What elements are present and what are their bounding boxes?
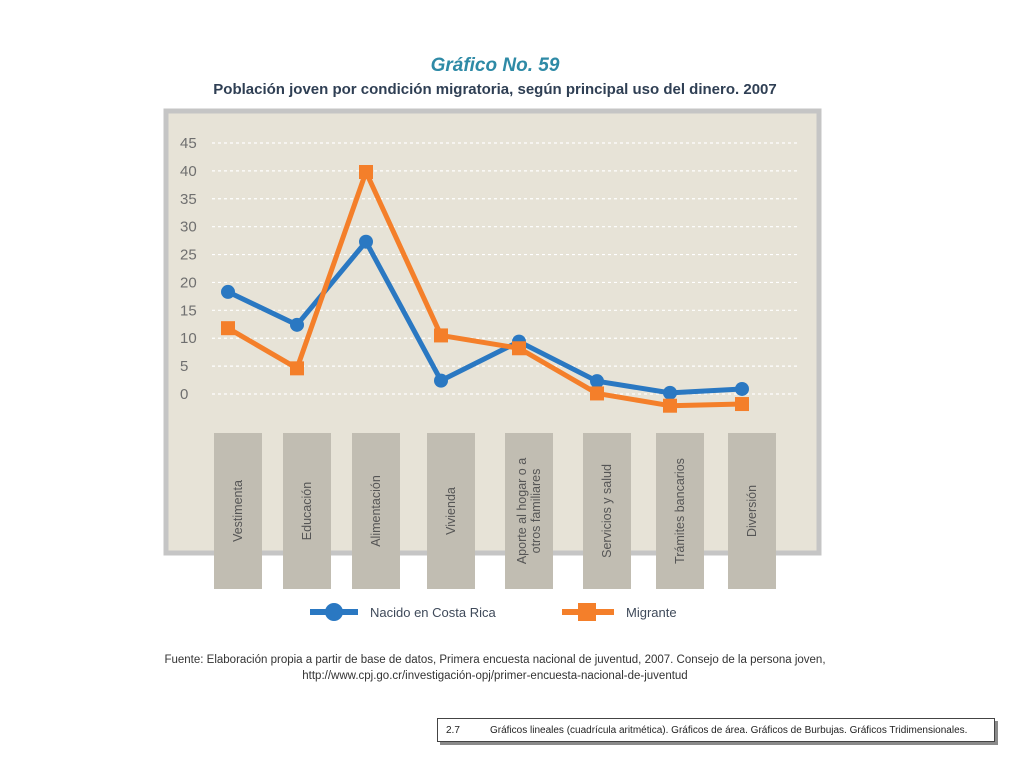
legend-label-nacido: Nacido en Costa Rica — [370, 604, 496, 620]
y-tick-label: 5 — [180, 358, 188, 375]
category-box — [352, 433, 400, 589]
y-tick-label: 25 — [180, 247, 197, 264]
category-box — [505, 433, 553, 589]
data-point — [434, 373, 448, 388]
chart-title: Población joven por condición migratoria… — [213, 81, 777, 98]
category-label: Aporte al hogar o aotros familiares — [515, 458, 543, 564]
data-point — [359, 234, 373, 249]
y-tick-label: 35 — [180, 191, 197, 208]
footer-section-number: 2.7 — [446, 724, 460, 736]
category-label: Diversión — [745, 485, 759, 537]
legend-label-migrante: Migrante — [626, 604, 677, 620]
data-point — [735, 397, 749, 412]
chart-number: Gráfico No. 59 — [430, 55, 560, 76]
category-box — [214, 433, 262, 589]
series-line — [225, 239, 745, 396]
category-label: Servicios y salud — [600, 464, 614, 558]
data-point — [735, 381, 749, 396]
y-tick-label: 15 — [180, 302, 197, 319]
y-tick-label: 30 — [180, 219, 197, 236]
data-point — [590, 374, 604, 389]
legend-item-migrante: Migrante — [560, 598, 677, 626]
footer-text: Gráficos lineales (cuadrícula aritmética… — [490, 724, 968, 736]
category-box — [427, 433, 475, 589]
plot-area — [163, 108, 822, 556]
legend-marker-square — [562, 603, 614, 621]
chart-legend: Nacido en Costa Rica Migrante — [0, 598, 1024, 626]
chart-header: Gráfico No. 59 Población joven por condi… — [0, 54, 990, 100]
y-tick-label: 40 — [180, 163, 197, 180]
y-tick-label: 0 — [180, 386, 188, 403]
y-tick-label: 10 — [180, 330, 197, 347]
data-point — [290, 317, 304, 332]
legend-item-nacido: Nacido en Costa Rica — [308, 598, 496, 626]
data-point — [663, 398, 677, 413]
source-note: Fuente: Elaboración propia a partir de b… — [164, 654, 826, 682]
line-chart: 0 5 10 15 20 25 30 35 40 45 Vestimenta Educación Ali… — [163, 108, 822, 589]
data-point — [221, 321, 235, 336]
legend-marker-circle — [310, 603, 358, 621]
footer-caption: 2.7 Gráficos lineales (cuadrícula aritmé… — [437, 718, 995, 742]
data-point — [290, 361, 304, 376]
y-axis-ticks: 0 5 10 15 20 25 30 35 40 45 — [180, 135, 197, 403]
category-label: Vestimenta — [231, 480, 245, 542]
data-point — [434, 328, 448, 343]
category-box — [656, 433, 704, 589]
data-point — [359, 165, 373, 180]
category-label: Vivienda — [444, 487, 458, 535]
category-label: Trámites bancarios — [673, 458, 687, 564]
category-box — [283, 433, 331, 589]
category-label: Educación — [300, 482, 314, 540]
category-axis: Vestimenta Educación Alimentación Vivienda A… — [214, 433, 776, 589]
series-nacido — [221, 234, 749, 400]
series-migrante — [221, 165, 749, 413]
data-point — [512, 341, 526, 356]
category-box — [728, 433, 776, 589]
category-box — [583, 433, 631, 589]
data-point — [663, 385, 677, 400]
data-point — [221, 284, 235, 299]
y-tick-label: 20 — [180, 274, 197, 291]
data-point — [590, 386, 604, 401]
series-line — [225, 169, 745, 409]
category-label: Alimentación — [369, 475, 383, 547]
y-tick-label: 45 — [180, 135, 197, 152]
